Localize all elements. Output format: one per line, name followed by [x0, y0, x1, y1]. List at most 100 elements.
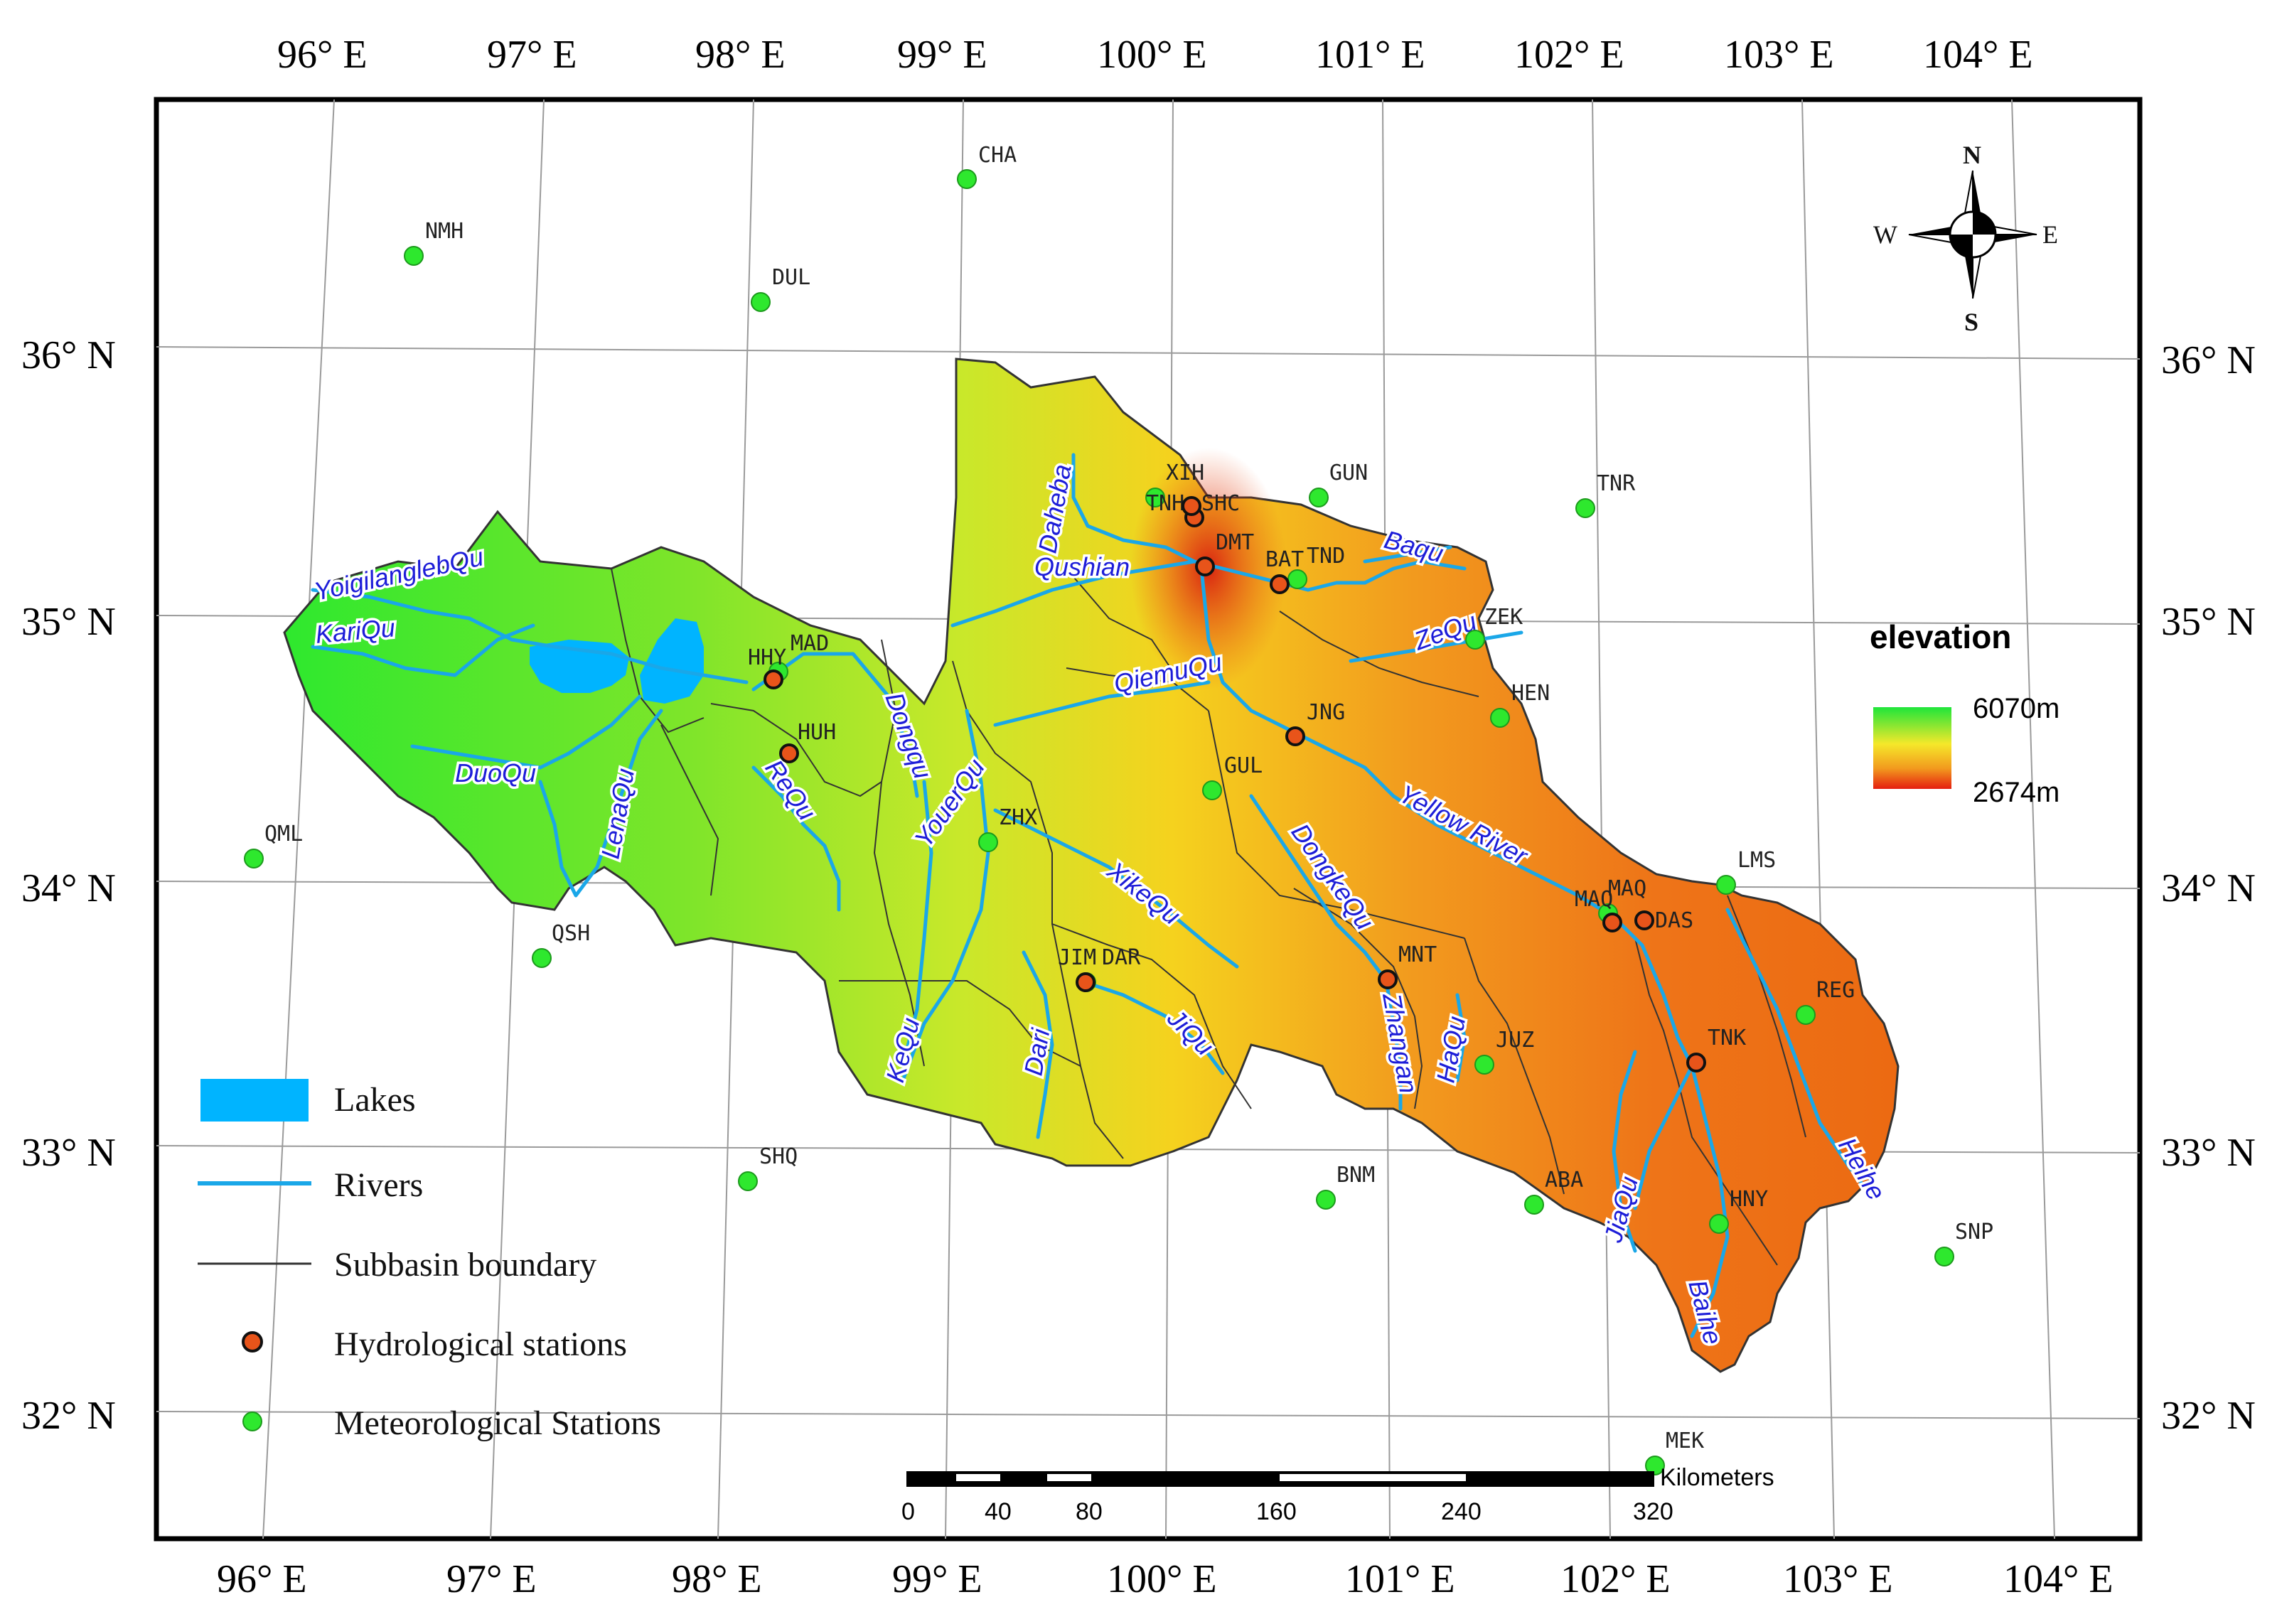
svg-text:320: 320 — [1633, 1498, 1673, 1525]
svg-text:HEN: HEN — [1511, 681, 1550, 706]
meteo-station: TND — [1287, 544, 1345, 589]
svg-text:LMS: LMS — [1737, 848, 1776, 873]
legend-lakes-label: Lakes — [334, 1081, 416, 1119]
svg-text:0: 0 — [901, 1498, 915, 1525]
legend-meteo-icon — [242, 1411, 262, 1431]
svg-text:100° E: 100° E — [1097, 33, 1207, 77]
river-dongkequ — [1249, 794, 1388, 983]
svg-text:ZEK: ZEK — [1484, 605, 1523, 630]
svg-text:98° E: 98° E — [672, 1557, 762, 1601]
svg-text:JNG: JNG — [1307, 700, 1345, 725]
river-qushian — [950, 559, 1196, 628]
svg-text:34° N: 34° N — [2161, 866, 2256, 910]
svg-text:SNP: SNP — [1955, 1220, 1993, 1244]
hydro-station: HHY — [748, 645, 786, 689]
svg-text:101° E: 101° E — [1345, 1557, 1455, 1601]
hydro-station: JNG — [1285, 700, 1345, 746]
compass-n: N — [1963, 141, 1981, 169]
meteorological-stations: NMH CHA DUL GUN TNR XIH TND ZEK HEN GUL … — [244, 143, 1993, 1475]
svg-text:96° E: 96° E — [217, 1557, 307, 1601]
svg-text:BAT: BAT — [1265, 547, 1304, 572]
svg-text:80: 80 — [1076, 1498, 1103, 1525]
svg-text:99° E: 99° E — [897, 33, 987, 77]
meteo-station: SHQ — [738, 1144, 798, 1191]
basin-area — [283, 357, 1900, 1373]
compass-w: W — [1873, 220, 1897, 249]
hydro-station: SHC — [1182, 491, 1240, 516]
hydro-station: MNT — [1378, 942, 1437, 989]
hydro-station: MAQ — [1575, 887, 1622, 932]
svg-text:DAR: DAR — [1102, 945, 1141, 970]
latitude-labels-right: 36° N 35° N 34° N 33° N 32° N — [2161, 338, 2256, 1438]
river-kariqu — [311, 623, 535, 677]
svg-text:TNH: TNH — [1146, 491, 1184, 516]
svg-text:104° E: 104° E — [1923, 33, 2033, 77]
svg-text:MAQ: MAQ — [1608, 876, 1646, 901]
meteo-station: NMH — [404, 219, 464, 266]
svg-text:99° E: 99° E — [892, 1557, 982, 1601]
elevation-legend: elevation 6070m 2674m — [1870, 618, 2059, 808]
meteo-station: CHA — [957, 143, 1017, 189]
svg-text:33° N: 33° N — [2161, 1131, 2256, 1175]
svg-text:JUZ: JUZ — [1496, 1028, 1534, 1053]
svg-text:97° E: 97° E — [487, 33, 577, 77]
river-youerqu — [901, 709, 990, 1082]
hydro-station: DMT — [1195, 530, 1254, 576]
river-dongqu — [751, 652, 919, 798]
svg-text:ZHX: ZHX — [999, 805, 1037, 830]
svg-text:33° N: 33° N — [21, 1131, 116, 1175]
meteo-station: REG — [1796, 978, 1855, 1025]
label-duoqu: DuoQu — [455, 758, 536, 787]
hydrological-stations: TNH SHC DMT BAT HHY HUH JNG MNT JIM MAQ … — [748, 491, 1746, 1072]
svg-text:103° E: 103° E — [1724, 33, 1834, 77]
svg-text:103° E: 103° E — [1783, 1557, 1893, 1601]
river-baihe — [1690, 1064, 1730, 1338]
svg-text:REG: REG — [1816, 978, 1855, 1003]
svg-text:240: 240 — [1441, 1498, 1482, 1525]
elevation-ramp — [1873, 707, 1951, 789]
svg-text:MEK: MEK — [1666, 1429, 1704, 1453]
river-kequ — [901, 780, 933, 1068]
subbasin-boundaries — [611, 568, 1806, 1266]
svg-text:35° N: 35° N — [2161, 600, 2256, 644]
river-daheba — [1071, 453, 1196, 564]
svg-text:DAS: DAS — [1655, 908, 1693, 933]
svg-text:NMH: NMH — [425, 219, 464, 244]
svg-text:97° E: 97° E — [446, 1557, 537, 1601]
river-qiemuqu — [993, 680, 1211, 727]
svg-text:40: 40 — [985, 1498, 1012, 1525]
river-haqu — [1455, 993, 1467, 1082]
hydro-station: BAT — [1265, 547, 1304, 594]
meteo-station: QSH — [532, 921, 590, 968]
river-zhangan — [1384, 979, 1403, 1111]
svg-text:36° N: 36° N — [21, 333, 116, 377]
svg-text:ABA: ABA — [1545, 1168, 1583, 1193]
meteo-station: TNR — [1575, 471, 1636, 518]
svg-text:35° N: 35° N — [21, 600, 116, 644]
svg-text:SHQ: SHQ — [759, 1144, 798, 1169]
river-yoigilanglebqu — [311, 588, 749, 684]
svg-text:TNR: TNR — [1597, 471, 1636, 496]
svg-text:TND: TND — [1307, 544, 1345, 569]
river-xikequ — [993, 808, 1239, 969]
scale-bar: 0 40 80 160 240 320 Kilometers — [901, 1464, 1774, 1525]
river-yellow-upper — [1192, 559, 1467, 592]
river-jiqu — [1078, 979, 1225, 1075]
river-lenaqu — [538, 709, 663, 898]
legend-lakes-swatch — [200, 1079, 309, 1122]
svg-text:HHY: HHY — [748, 645, 786, 670]
meteo-station: ABA — [1524, 1168, 1583, 1215]
river-duoqu — [410, 694, 642, 770]
legend-hydro-label: Hydrological stations — [334, 1325, 627, 1363]
hydro-station: JIM — [1058, 945, 1096, 992]
meteo-station: SNP — [1934, 1220, 1993, 1267]
legend-rivers-label: Rivers — [334, 1166, 423, 1204]
legend-subbasin-label: Subbasin boundary — [334, 1246, 596, 1284]
svg-text:96° E: 96° E — [277, 33, 368, 77]
svg-text:GUN: GUN — [1329, 461, 1368, 485]
meteo-station: GUN — [1309, 461, 1368, 507]
svg-text:SHC: SHC — [1201, 491, 1240, 516]
svg-text:36° N: 36° N — [2161, 338, 2256, 382]
rivers — [311, 453, 1872, 1338]
elevation-title: elevation — [1870, 618, 2011, 655]
